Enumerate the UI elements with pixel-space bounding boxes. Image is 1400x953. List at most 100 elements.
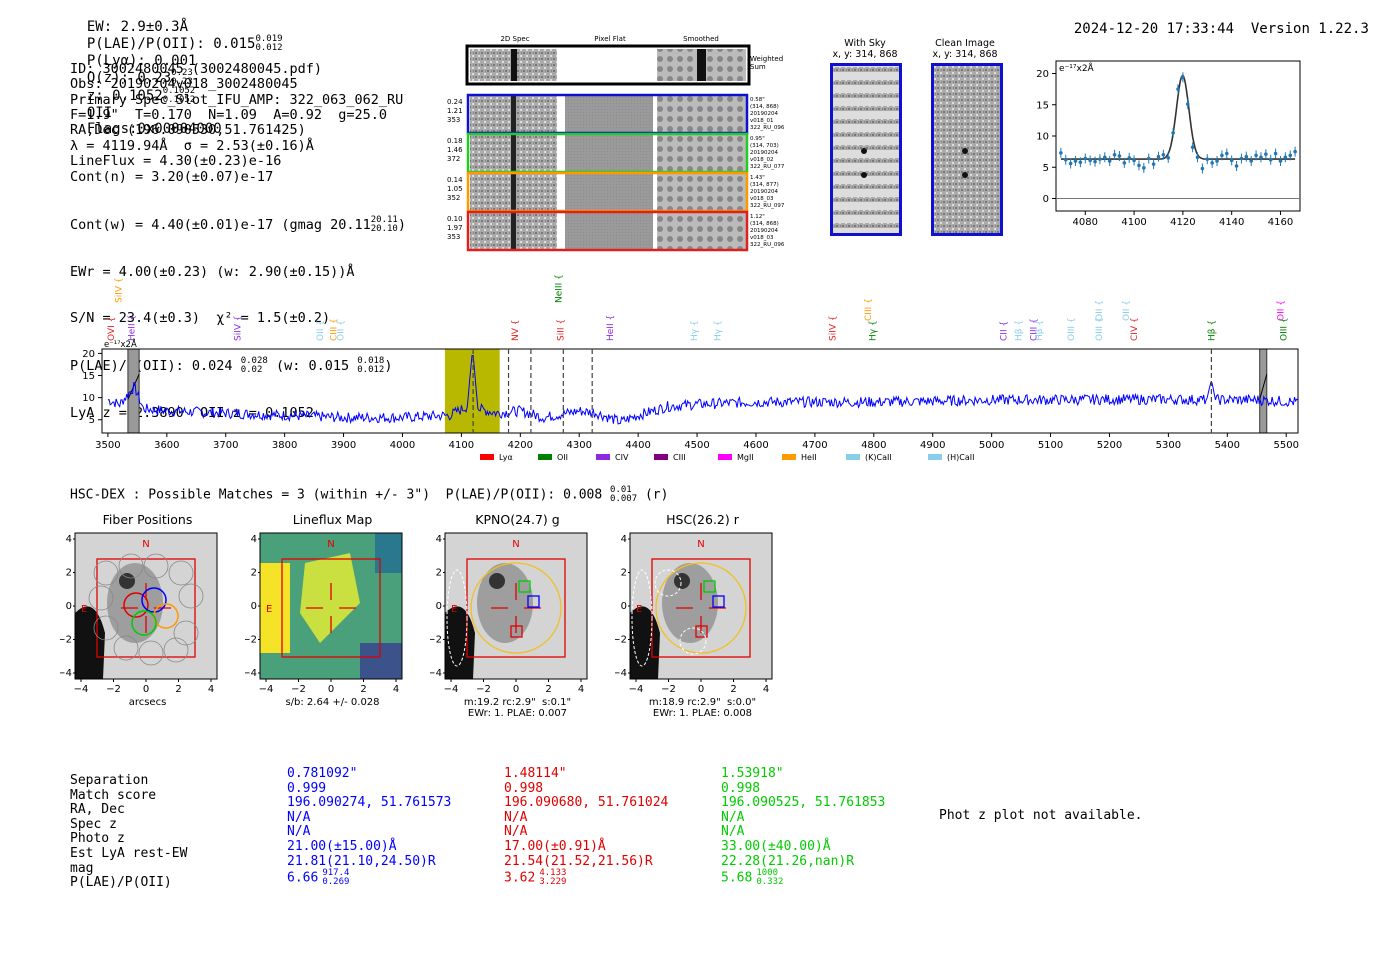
cutout-2d-feature [511, 96, 516, 132]
gauss-point [1200, 166, 1205, 171]
gauss-ytick-label: 5 [1043, 163, 1049, 174]
spec-xtick-label: 3700 [213, 440, 238, 451]
gauss-point [1063, 157, 1068, 162]
spec-legend-swatch [480, 454, 494, 460]
lineflux-peak [300, 553, 360, 643]
info-line: LineFlux = 4.30(±0.23)e-16 [70, 153, 282, 170]
spec-ytick-label: 10 [82, 393, 95, 404]
info-contw-lo: 20.10 [370, 223, 398, 234]
match-value: 22.28(21.26,nan)R [721, 853, 855, 869]
hsc-ytick-label: −2 [615, 635, 627, 646]
header-plae-hi: 0.019 [255, 34, 283, 44]
gauss-point [1117, 154, 1122, 158]
catalog-ellipse [631, 569, 653, 667]
gauss-point [1185, 102, 1190, 106]
hsc-ytick-label: −2 [430, 635, 442, 646]
cutout-right-text: 322_RU_096 [750, 242, 785, 248]
hsc-xtick-label: 0 [513, 684, 519, 695]
hsc-ytick-label: 2 [66, 568, 72, 579]
gauss-point [1283, 155, 1288, 160]
compass-e: E [266, 604, 272, 615]
spec-xtick-label: 3500 [95, 440, 120, 451]
gauss-point [1273, 151, 1278, 156]
header-plae-lo: 0.012 [255, 43, 283, 53]
gauss-point [1151, 162, 1156, 166]
spec-line-marker: Hβ { [1015, 320, 1025, 341]
gauss-point [1220, 153, 1224, 158]
match-plae: 3.62 4.133 3.229 [504, 869, 668, 887]
cutout-right-text: v018_02 [750, 157, 774, 163]
hsc-xtick-label: 0 [698, 684, 704, 695]
header-timestamp: 2024-12-20 17:33:44 [1073, 21, 1235, 37]
cutout-right-text: 322_RU_077 [750, 164, 785, 170]
match-row-label: Match score [70, 787, 157, 803]
spec-legend-swatch [538, 454, 552, 460]
cutout-left-text: 353 [447, 233, 460, 241]
spec-xtick-label: 4600 [743, 440, 768, 451]
cutout-right-text: 0.58" [750, 97, 765, 103]
cutout-left-text: 372 [447, 155, 460, 163]
cutout-right-text: 20190204 [750, 228, 778, 234]
cutout-right-text: v018_03 [750, 235, 774, 241]
cutout-flat [565, 96, 653, 132]
compass-n: N [512, 539, 519, 550]
match-column: 1.48114" 0.998 196.090680, 51.761024 N/A N/A… [504, 766, 668, 887]
hsc-ytick-label: 2 [251, 568, 257, 579]
spec-xtick-label: 5400 [1215, 440, 1240, 451]
gauss-point [1132, 158, 1136, 163]
header-flags: Flags:0x00004000 [86, 121, 222, 137]
hsc-panel-caption: m:18.9 rc:2.9" s:0.0" EWr: 1. PLAE: 0.00… [648, 697, 757, 719]
match-row-label: P(LAE)/P(OII) [70, 875, 172, 891]
info-line: ID: 3002480045 (3002480045.pdf) [70, 60, 322, 77]
cutout-left-text: 0.10 [447, 215, 463, 223]
clean-image [931, 63, 1003, 236]
spec-xtick-label: 4200 [508, 440, 533, 451]
match-plae-lo: 0.332 [756, 877, 784, 888]
cutout-right-text: 322_RU_097 [750, 203, 785, 209]
cutout-panel: 2D Spec Pixel Flat Smoothed Weighted Sum… [445, 34, 805, 256]
gauss-point [1059, 151, 1063, 155]
spec-line-marker: CII { [999, 321, 1009, 341]
fiber-circle [113, 635, 139, 661]
cutout-left-text: 1.97 [447, 224, 463, 232]
gauss-point [1268, 157, 1273, 162]
spec-xtick-label: 4900 [920, 440, 945, 451]
hsc-panel: KPNO(24.7) g N E 4 2 0 −2 −4 −4 −2 0 2 4 m:19.2 rc:2.… [430, 512, 605, 727]
spec-line-marker: CIV { [1130, 317, 1140, 341]
gauss-point [1127, 156, 1131, 160]
hsc-ytick-label: 4 [621, 534, 627, 545]
spec-hatched-region [127, 348, 140, 434]
match-plae-range: 917.4 0.269 [322, 869, 349, 887]
spec-xtick-label: 3900 [331, 440, 356, 451]
spec-legend-swatch [596, 454, 610, 460]
cutout-left-text: 0.14 [447, 176, 463, 184]
hsc-xtick-label: 0 [328, 684, 334, 695]
hsc-panel-caption: arcsecs [128, 697, 167, 708]
match-value: 0.999 [287, 780, 327, 796]
hsc-panel-image: N E 4 2 0 −2 −4−4 −2 0 2 4 [615, 532, 773, 695]
fiber-circle [168, 560, 194, 586]
gauss-ytick-label: 0 [1043, 194, 1049, 205]
info-block: ID: 3002480045 (3002480045.pdf) Obs: 2019… [70, 31, 406, 437]
hsc-ytick-label: 0 [621, 601, 627, 612]
hsc-ytick-label: 4 [436, 534, 442, 545]
match-plae-range: 1000 0.332 [756, 869, 783, 887]
spec-xtick-label: 3800 [272, 440, 297, 451]
match-column: 1.53918" 0.998 196.090525, 51.761853 N/A N/A… [721, 766, 885, 887]
match-row-label: Spec z [70, 816, 117, 832]
cutout-2d-feature [511, 135, 516, 171]
gauss-point [1146, 156, 1151, 161]
gauss-ytick-label: 15 [1036, 100, 1049, 111]
spec-line-marker: CIII { [864, 298, 874, 321]
spec-legend-label: (K)CaII [865, 453, 892, 462]
spec-hatched-region [1259, 348, 1268, 434]
gauss-point [1156, 154, 1161, 159]
cutout-right-text: (314, 703) [750, 143, 779, 149]
gauss-point [1078, 160, 1083, 165]
info-plae-hi: 0.028 [240, 356, 268, 367]
compass-e: E [636, 604, 642, 615]
fiber-circle [118, 553, 144, 579]
match-value: N/A [721, 809, 745, 825]
match-value: N/A [721, 824, 745, 840]
match-value: 196.090274, 51.761573 [287, 795, 452, 811]
